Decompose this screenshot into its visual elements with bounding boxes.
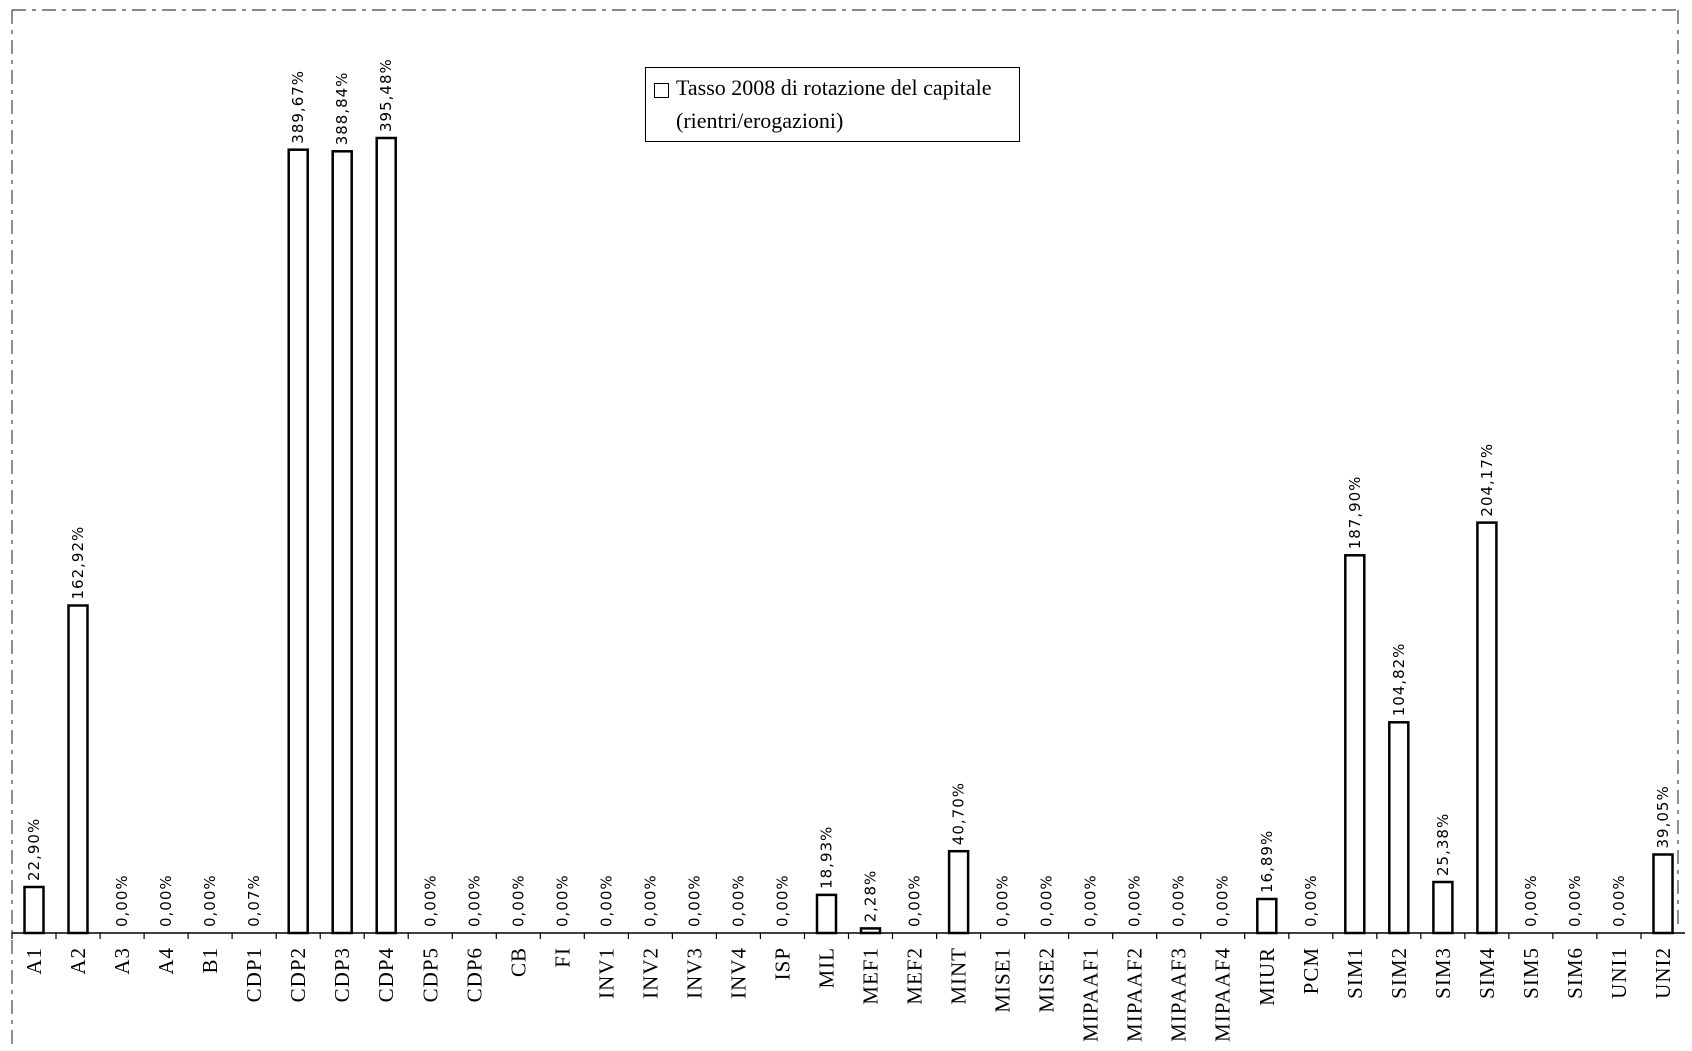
x-tick-label-cdp6: CDP6 [462, 947, 486, 1002]
bar-mint [947, 849, 970, 935]
bar-sim3 [1432, 880, 1454, 935]
data-label-mipaaf3: 0,00% [1170, 874, 1188, 927]
x-tick-label-a4: A4 [154, 947, 178, 975]
x-tick-label-inv4: INV4 [726, 947, 750, 999]
legend: Tasso 2008 di rotazione del capitale (ri… [645, 67, 1020, 142]
x-tick-label-sim5: SIM5 [1519, 947, 1543, 999]
data-label-sim3: 25,38% [1434, 813, 1452, 876]
x-tick-label-fi: FI [550, 947, 574, 968]
x-tick-label-uni1: UNI1 [1607, 947, 1631, 999]
x-tick-label-a2: A2 [66, 947, 90, 975]
x-ticks-group [11, 933, 1642, 939]
bar-cdp4 [375, 136, 397, 935]
bar-cdp2 [287, 148, 309, 935]
data-label-mef2: 0,00% [906, 874, 924, 927]
x-tick-label-mipaaf2: MIPAAF2 [1123, 947, 1147, 1042]
x-tick-label-inv1: INV1 [594, 947, 618, 999]
x-tick-label-sim3: SIM3 [1431, 947, 1455, 999]
x-tick-label-inv2: INV2 [638, 947, 662, 999]
x-tick-label-cdp5: CDP5 [418, 947, 442, 1002]
data-label-a1: 22,90% [25, 818, 43, 881]
x-tick-label-mipaaf4: MIPAAF4 [1211, 947, 1235, 1042]
data-label-inv2: 0,00% [641, 874, 659, 927]
x-tick-label-miur: MIUR [1255, 947, 1279, 1006]
data-label-cb: 0,00% [509, 874, 527, 927]
data-label-sim6: 0,00% [1566, 874, 1584, 927]
x-tick-label-mil: MIL [815, 947, 839, 989]
bar-sim2 [1388, 721, 1410, 935]
x-tick-label-uni2: UNI2 [1651, 947, 1675, 999]
data-label-inv3: 0,00% [685, 874, 703, 927]
data-label-a2: 162,92% [69, 526, 87, 600]
data-label-mipaaf4: 0,00% [1214, 874, 1232, 927]
bar-a2 [67, 604, 89, 935]
x-tick-label-mef2: MEF2 [903, 947, 927, 1005]
data-label-b1: 0,00% [201, 874, 219, 927]
data-label-inv4: 0,00% [729, 874, 747, 927]
x-tick-label-cdp4: CDP4 [374, 947, 398, 1002]
data-label-uni1: 0,00% [1610, 874, 1628, 927]
x-tick-label-isp: ISP [771, 947, 795, 980]
x-tick-label-mipaaf3: MIPAAF3 [1167, 947, 1191, 1042]
data-label-cdp5: 0,00% [421, 874, 439, 927]
bars-group [23, 136, 1674, 935]
data-label-mint: 40,70% [950, 782, 968, 845]
x-tick-label-mise1: MISE1 [991, 947, 1015, 1013]
x-tick-label-cdp3: CDP3 [330, 947, 354, 1002]
x-tick-label-mint: MINT [947, 947, 971, 1005]
data-label-pcm: 0,00% [1302, 874, 1320, 927]
data-label-fi: 0,00% [553, 874, 571, 927]
x-tick-label-mipaaf1: MIPAAF1 [1079, 947, 1103, 1042]
x-tick-label-sim6: SIM6 [1563, 947, 1587, 999]
data-label-mipaaf2: 0,00% [1126, 874, 1144, 927]
bar-cdp3 [331, 150, 353, 935]
x-tick-label-a1: A1 [22, 947, 46, 975]
x-tick-label-sim4: SIM4 [1475, 947, 1499, 999]
data-label-cdp3: 388,84% [333, 72, 351, 146]
data-label-isp: 0,00% [774, 874, 792, 927]
x-tick-labels-group: A1 A2 A3 A4 B1 CDP1 CDP2 CDP3 CDP4 CDP5 CDP6 CB FI IN… [22, 947, 1675, 1042]
x-tick-label-pcm: PCM [1299, 947, 1323, 994]
x-tick-label-mise2: MISE2 [1035, 947, 1059, 1013]
bar-miur [1256, 897, 1278, 935]
bar-uni2 [1652, 853, 1674, 935]
bar-mil [815, 893, 838, 935]
data-label-sim2: 104,82% [1390, 643, 1408, 717]
chart-frame-dash [11, 9, 1679, 1045]
data-label-mise1: 0,00% [994, 874, 1012, 927]
data-label-mef1: 2,28% [862, 870, 880, 923]
data-label-miur: 16,89% [1258, 830, 1276, 893]
x-tick-label-inv3: INV3 [682, 947, 706, 999]
bar-sim1 [1344, 554, 1366, 935]
data-label-sim4: 204,17% [1478, 443, 1496, 517]
x-tick-label-sim1: SIM1 [1343, 947, 1367, 999]
data-label-cdp4: 395,48% [377, 58, 395, 132]
data-label-a3: 0,00% [113, 874, 131, 927]
data-label-mipaaf1: 0,00% [1082, 874, 1100, 927]
data-labels-group: 22,90% 162,92% 0,00% 0,00% 0,00% 0,07% 389,67%… [25, 58, 1672, 927]
data-label-mil: 18,93% [818, 826, 836, 889]
data-label-a4: 0,00% [157, 874, 175, 927]
bar-a1 [23, 885, 45, 935]
x-tick-label-cb: CB [506, 947, 530, 977]
x-tick-label-mef1: MEF1 [859, 947, 883, 1005]
legend-label-line2: (rientri/erogazioni) [676, 108, 844, 133]
x-tick-label-b1: B1 [198, 947, 222, 974]
bar-sim4 [1476, 521, 1498, 935]
x-tick-label-cdp2: CDP2 [286, 947, 310, 1002]
data-label-cdp1: 0,07% [245, 874, 263, 927]
legend-swatch [654, 83, 669, 98]
x-tick-label-sim2: SIM2 [1387, 947, 1411, 999]
data-label-cdp6: 0,00% [465, 874, 483, 927]
legend-label-line1: Tasso 2008 di rotazione del capitale [676, 75, 992, 100]
data-label-cdp2: 389,67% [289, 70, 307, 144]
x-tick-label-cdp1: CDP1 [242, 947, 266, 1002]
data-label-uni2: 39,05% [1654, 785, 1672, 848]
data-label-sim5: 0,00% [1522, 874, 1540, 927]
data-label-mise2: 0,00% [1038, 874, 1056, 927]
x-tick-label-a3: A3 [110, 947, 134, 975]
data-label-inv1: 0,00% [597, 874, 615, 927]
data-label-sim1: 187,90% [1346, 476, 1364, 550]
